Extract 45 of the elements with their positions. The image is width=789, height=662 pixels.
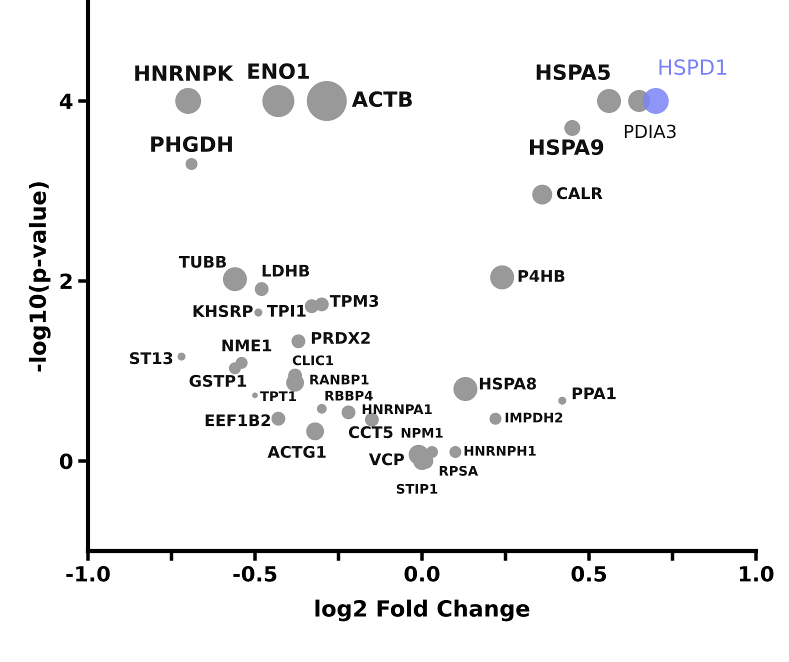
annotation: CCT5 — [348, 426, 393, 438]
annotation: ACTB — [352, 91, 412, 108]
y-tick-label: 2 — [60, 273, 72, 289]
annotation: HNRNPK — [135, 66, 234, 81]
annotation: HSPA8 — [480, 378, 536, 390]
annotation: LDHB — [262, 264, 310, 277]
annotation: TPT1 — [260, 391, 296, 401]
annotation: IMPDH2 — [506, 412, 562, 422]
annotation: TPI1 — [267, 304, 306, 317]
series-label: HSPD1 — [659, 59, 726, 76]
annotation: HNRNPH1 — [464, 446, 536, 456]
annotation: PDIA3 — [624, 124, 676, 138]
y-axis-title: -log10(p-value) — [28, 182, 51, 372]
annotation: HSPA5 — [536, 64, 610, 80]
annotation: PHGDH — [151, 136, 232, 152]
annotation: EEF1B2 — [206, 414, 270, 426]
annotation: NME1 — [222, 340, 272, 352]
annotation: CLIC1 — [292, 355, 334, 366]
annotation: HNRNPA1 — [362, 404, 432, 414]
annotation: STIP1 — [396, 484, 438, 494]
annotation: KHSRP — [194, 305, 253, 318]
x-tick-label: -0.5 — [233, 566, 276, 582]
annotation: ENO1 — [248, 63, 309, 80]
annotation: ST13 — [130, 352, 172, 364]
annotation: HSPA9 — [530, 139, 604, 156]
annotation: ACTG1 — [268, 446, 326, 458]
annotation: P4HB — [518, 270, 564, 282]
annotation: PPA1 — [572, 387, 616, 400]
x-tick-label: 1.0 — [740, 566, 774, 582]
annotation: GSTP1 — [190, 374, 246, 387]
annotation: RBBP4 — [325, 390, 373, 400]
annotation: TUBB — [178, 256, 226, 268]
annotation: TPM3 — [330, 294, 378, 308]
annotation: RANBP1 — [310, 374, 368, 384]
annotation: VCP — [368, 453, 404, 466]
annotation: CALR — [557, 187, 602, 200]
annotation: NPM1 — [402, 428, 443, 438]
x-tick-label: -1.0 — [66, 566, 110, 582]
annotation: RPSA — [440, 466, 478, 476]
annotation: PRDX2 — [312, 332, 370, 344]
x-tick-label: 0.0 — [404, 566, 440, 582]
x-tick-label: 0.5 — [572, 566, 606, 582]
y-tick-label: 4 — [60, 94, 72, 109]
y-tick-label: 0 — [60, 453, 72, 470]
x-axis-title: log2 Fold Change — [316, 600, 530, 622]
